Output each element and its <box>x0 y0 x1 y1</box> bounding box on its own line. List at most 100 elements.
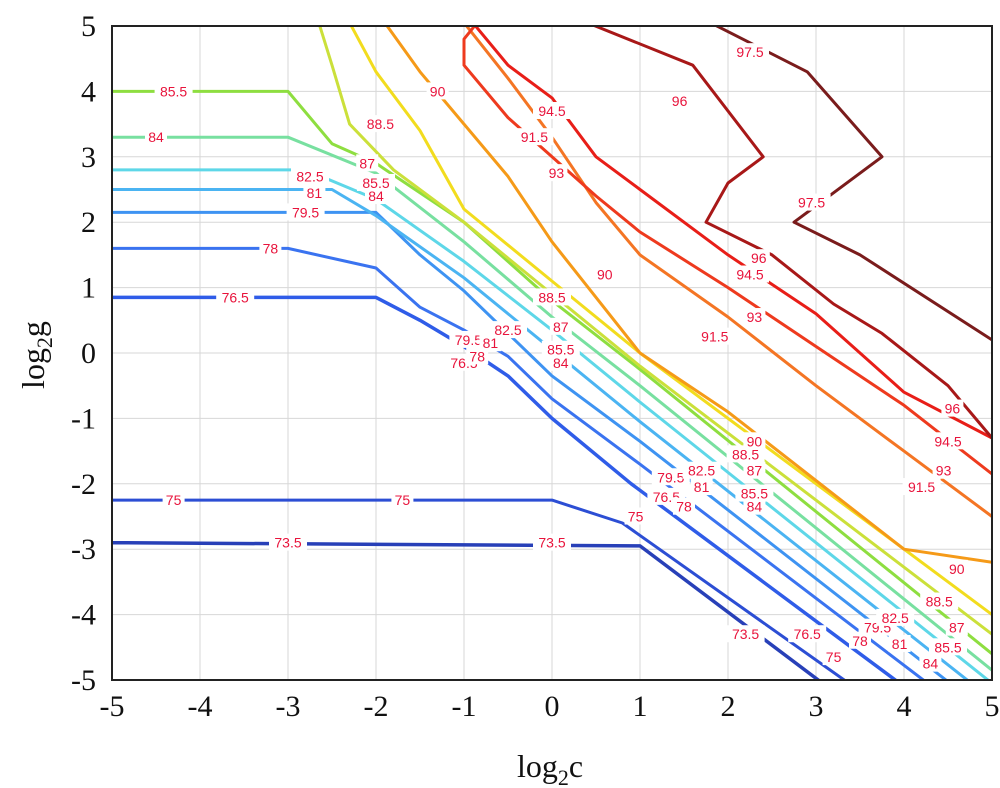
contour-label-text: 82.5 <box>296 168 323 184</box>
label-gap <box>747 249 770 267</box>
y-tick-label: -2 <box>71 468 96 501</box>
contour-label-78: 78 <box>466 347 489 365</box>
label-gap <box>357 173 395 191</box>
contour-label-88-5: 88.5 <box>361 115 400 133</box>
contour-label-81: 81 <box>690 478 713 496</box>
label-gap <box>651 468 690 486</box>
label-gap <box>929 432 967 450</box>
label-gap <box>541 340 580 358</box>
label-gap <box>624 507 647 525</box>
contour-label-text: 85.5 <box>934 639 961 655</box>
y-tick-label: -3 <box>71 533 96 566</box>
label-gap <box>792 193 831 211</box>
contour-label-85-5: 85.5 <box>154 82 193 100</box>
label-gap <box>876 608 915 626</box>
contour-label-87: 87 <box>945 618 968 636</box>
label-gap <box>593 265 616 283</box>
label-gap <box>365 187 387 205</box>
contour-label-text: 90 <box>430 83 446 99</box>
y-tick-label: 0 <box>81 337 96 370</box>
label-gap <box>735 484 774 502</box>
label-gap <box>731 265 769 283</box>
label-gap <box>361 115 400 133</box>
contour-label-85-5: 85.5 <box>735 484 774 502</box>
contour-label-82-5: 82.5 <box>682 461 721 479</box>
contour-label-text: 79.5 <box>455 332 482 348</box>
contour-label-84: 84 <box>365 187 387 205</box>
contour-line-85-5 <box>112 89 992 656</box>
contour-label-text: 75 <box>395 492 411 508</box>
label-gap <box>726 445 765 463</box>
label-gap <box>162 491 185 509</box>
contour-label-78: 78 <box>673 497 695 515</box>
tick-labels: -5 -4 -3 -2 -1 0 1 2 3 4 5 -5 -4 -3 -2 -1 0 1 2 3 4 5 <box>71 10 1000 723</box>
contour-label-90: 90 <box>593 265 616 283</box>
label-gap <box>269 533 307 551</box>
x-tick-label: -4 <box>188 690 213 723</box>
contour-label-81: 81 <box>303 183 326 201</box>
contour-label-text: 81 <box>307 185 323 201</box>
contour-label-96: 96 <box>941 399 964 417</box>
contour-label-text: 94.5 <box>538 103 565 119</box>
contour-label-91-5: 91.5 <box>695 327 734 345</box>
label-gap <box>426 82 449 100</box>
label-gap <box>449 330 488 348</box>
contour-label-85-5: 85.5 <box>541 340 580 358</box>
contour-label-text: 73.5 <box>538 535 565 551</box>
contour-label-87: 87 <box>743 461 766 479</box>
contour-label-text: 96 <box>751 250 767 266</box>
label-gap <box>743 308 766 326</box>
contour-label-85-5: 85.5 <box>357 173 395 191</box>
contour-label-text: 85.5 <box>362 175 389 191</box>
x-tick-label: 2 <box>721 690 736 723</box>
contour-label-91-5: 91.5 <box>515 128 554 146</box>
contour-label-text: 79.5 <box>657 469 684 485</box>
contour-label-88-5: 88.5 <box>920 592 959 610</box>
label-gap <box>391 491 414 509</box>
x-tick-label: 3 <box>809 690 824 723</box>
contour-label-90: 90 <box>945 559 968 577</box>
contour-label-73-5: 73.5 <box>269 533 307 551</box>
contour-label-text: 94.5 <box>736 267 763 283</box>
contour-label-84: 84 <box>549 353 572 371</box>
label-gap <box>902 478 941 496</box>
y-tick-label: 1 <box>81 272 96 305</box>
label-gap <box>291 167 329 185</box>
contour-label-text: 87 <box>553 319 569 335</box>
label-gap <box>695 327 734 345</box>
contour-label-88-5: 88.5 <box>726 445 765 463</box>
contour-label-84: 84 <box>919 654 942 672</box>
label-gap <box>549 353 572 371</box>
contour-line-88-5 <box>349 26 992 617</box>
contour-line-93 <box>462 26 992 476</box>
contour-label-text: 90 <box>747 433 763 449</box>
contour-label-94-5: 94.5 <box>533 102 571 120</box>
x-tick-label: -5 <box>100 690 125 723</box>
label-gap <box>788 625 827 643</box>
label-gap <box>545 164 568 182</box>
label-gap <box>479 334 502 352</box>
plot-frame <box>111 25 993 681</box>
contour-line-75 <box>112 498 847 680</box>
label-gap <box>919 654 942 672</box>
contour-line-96 <box>591 26 992 440</box>
contour-label-94-5: 94.5 <box>929 432 967 450</box>
label-gap <box>743 432 766 450</box>
contour-label-84: 84 <box>145 128 167 146</box>
contour-label-text: 75 <box>166 492 182 508</box>
contour-label-text: 75 <box>826 649 842 665</box>
label-gap <box>731 43 769 61</box>
y-tick-label: 5 <box>81 10 96 43</box>
label-gap <box>682 461 721 479</box>
contour-label-90: 90 <box>426 82 449 100</box>
y-axis-title: log2g <box>15 321 57 389</box>
label-gap <box>945 559 968 577</box>
contour-label-text: 93 <box>747 309 763 325</box>
label-gap <box>145 128 167 146</box>
x-tick-label: -3 <box>276 690 301 723</box>
contour-label-text: 88.5 <box>732 446 759 462</box>
contour-label-text: 87 <box>747 463 763 479</box>
contour-label-81: 81 <box>888 635 911 653</box>
label-gap <box>932 461 955 479</box>
